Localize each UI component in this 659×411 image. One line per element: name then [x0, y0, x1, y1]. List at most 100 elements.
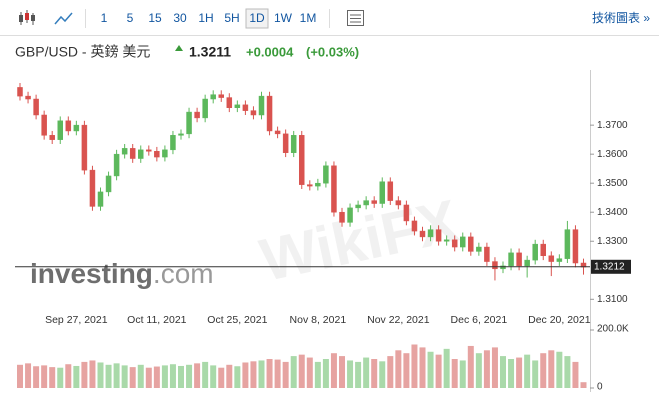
volume-bar: [210, 365, 217, 388]
x-tick-label: Sep 27, 2021: [45, 314, 108, 326]
volume-bar: [564, 356, 571, 388]
volume-bar: [81, 361, 88, 388]
volume-bar: [298, 354, 305, 388]
interval-button[interactable]: 30: [173, 11, 187, 25]
y-tick-label: 1.3400: [597, 207, 628, 218]
candle-body: [307, 184, 313, 187]
candle-body: [154, 151, 160, 158]
candle-body: [532, 243, 538, 261]
candle-body: [492, 261, 498, 270]
x-tick-label: Dec 6, 2021: [451, 314, 508, 326]
volume-bar: [186, 364, 193, 388]
volume-bar: [355, 361, 362, 388]
volume-bar: [161, 365, 168, 388]
candle-body: [121, 148, 128, 155]
volume-bar: [25, 363, 32, 388]
x-tick-label: Dec 20, 2021: [528, 314, 591, 326]
volume-bar: [556, 351, 563, 388]
volume-bar: [218, 367, 225, 388]
interval-button[interactable]: 1M: [300, 11, 317, 25]
volume-bar: [65, 364, 72, 388]
candle-body: [113, 153, 120, 177]
volume-tick-label: 200.0K: [597, 324, 629, 335]
volume-bar: [105, 364, 112, 388]
brand-suffix: .com: [153, 258, 214, 289]
candle-body: [564, 229, 571, 259]
volume-bar: [226, 364, 233, 388]
candle-body: [468, 236, 474, 252]
volume-bar: [242, 362, 249, 388]
volume-bar: [508, 359, 515, 388]
volume-bar: [459, 360, 466, 388]
candle-body: [162, 149, 168, 158]
candle-body: [476, 246, 482, 252]
change: +0.0004: [246, 44, 294, 59]
candle-body: [347, 207, 353, 223]
table-icon[interactable]: [347, 10, 364, 26]
line-icon[interactable]: [54, 12, 73, 25]
candle-body: [556, 258, 563, 262]
candle-body: [379, 181, 385, 204]
interval-button[interactable]: 1: [101, 11, 108, 25]
candle-body: [315, 182, 321, 187]
candle-body: [73, 124, 80, 132]
interval-button[interactable]: 15: [148, 11, 162, 25]
volume-bar: [419, 347, 426, 388]
technical-chart-link[interactable]: 技術圖表 »: [592, 11, 650, 25]
candle-body: [548, 255, 555, 262]
candle-body: [186, 111, 192, 135]
volume-bar: [516, 357, 523, 388]
volume-bar: [451, 359, 458, 388]
candle-body: [484, 246, 490, 262]
volume-bar: [411, 344, 418, 388]
watermark-brand: investing.com: [30, 258, 214, 289]
volume-bar: [202, 361, 209, 388]
candle-body: [89, 169, 96, 207]
volume-bar: [427, 351, 434, 388]
interval-button[interactable]: 5H: [224, 11, 239, 25]
candle-body: [17, 87, 23, 97]
volume-bar: [274, 359, 281, 388]
interval-button[interactable]: 1H: [198, 11, 213, 25]
volume-bar: [97, 362, 104, 388]
volume-bar: [435, 354, 442, 388]
volume-bar: [395, 350, 402, 388]
volume-bar: [290, 356, 297, 388]
volume-bar: [363, 357, 370, 388]
candle-icon[interactable]: [19, 10, 35, 25]
interval-button[interactable]: 1W: [274, 11, 293, 25]
volume-bar: [113, 363, 120, 388]
candle-body: [218, 94, 224, 98]
volume-bar: [540, 353, 547, 388]
volume-bar: [169, 364, 176, 388]
candle-body: [234, 104, 241, 108]
candle-body: [460, 236, 466, 248]
volume-bar: [194, 363, 201, 388]
interval-button[interactable]: 1D: [249, 11, 265, 25]
candle-body: [516, 252, 522, 267]
volume-bar: [347, 360, 354, 388]
x-tick-label: Oct 25, 2021: [207, 314, 267, 326]
volume-bar: [250, 361, 257, 388]
interval-button[interactable]: 5: [127, 11, 134, 25]
volume-bar: [387, 356, 394, 388]
volume-bar: [129, 367, 136, 388]
candle-body: [33, 98, 39, 116]
candle-body: [508, 252, 514, 267]
active-interval-box: [245, 8, 269, 29]
volume-bar: [73, 365, 80, 388]
volume-bar: [322, 359, 329, 388]
volume-bar: [282, 361, 289, 388]
volume-bar: [475, 353, 482, 388]
volume-bar: [371, 359, 378, 388]
candle-body: [210, 94, 216, 100]
volume-bar: [145, 367, 152, 388]
candle-body: [387, 181, 394, 201]
candle-body: [427, 229, 434, 238]
x-tick-label: Nov 22, 2021: [367, 314, 430, 326]
volume-bar: [467, 345, 474, 388]
volume-bar: [483, 350, 490, 388]
candle-body: [371, 200, 377, 204]
candle-body: [105, 175, 112, 193]
